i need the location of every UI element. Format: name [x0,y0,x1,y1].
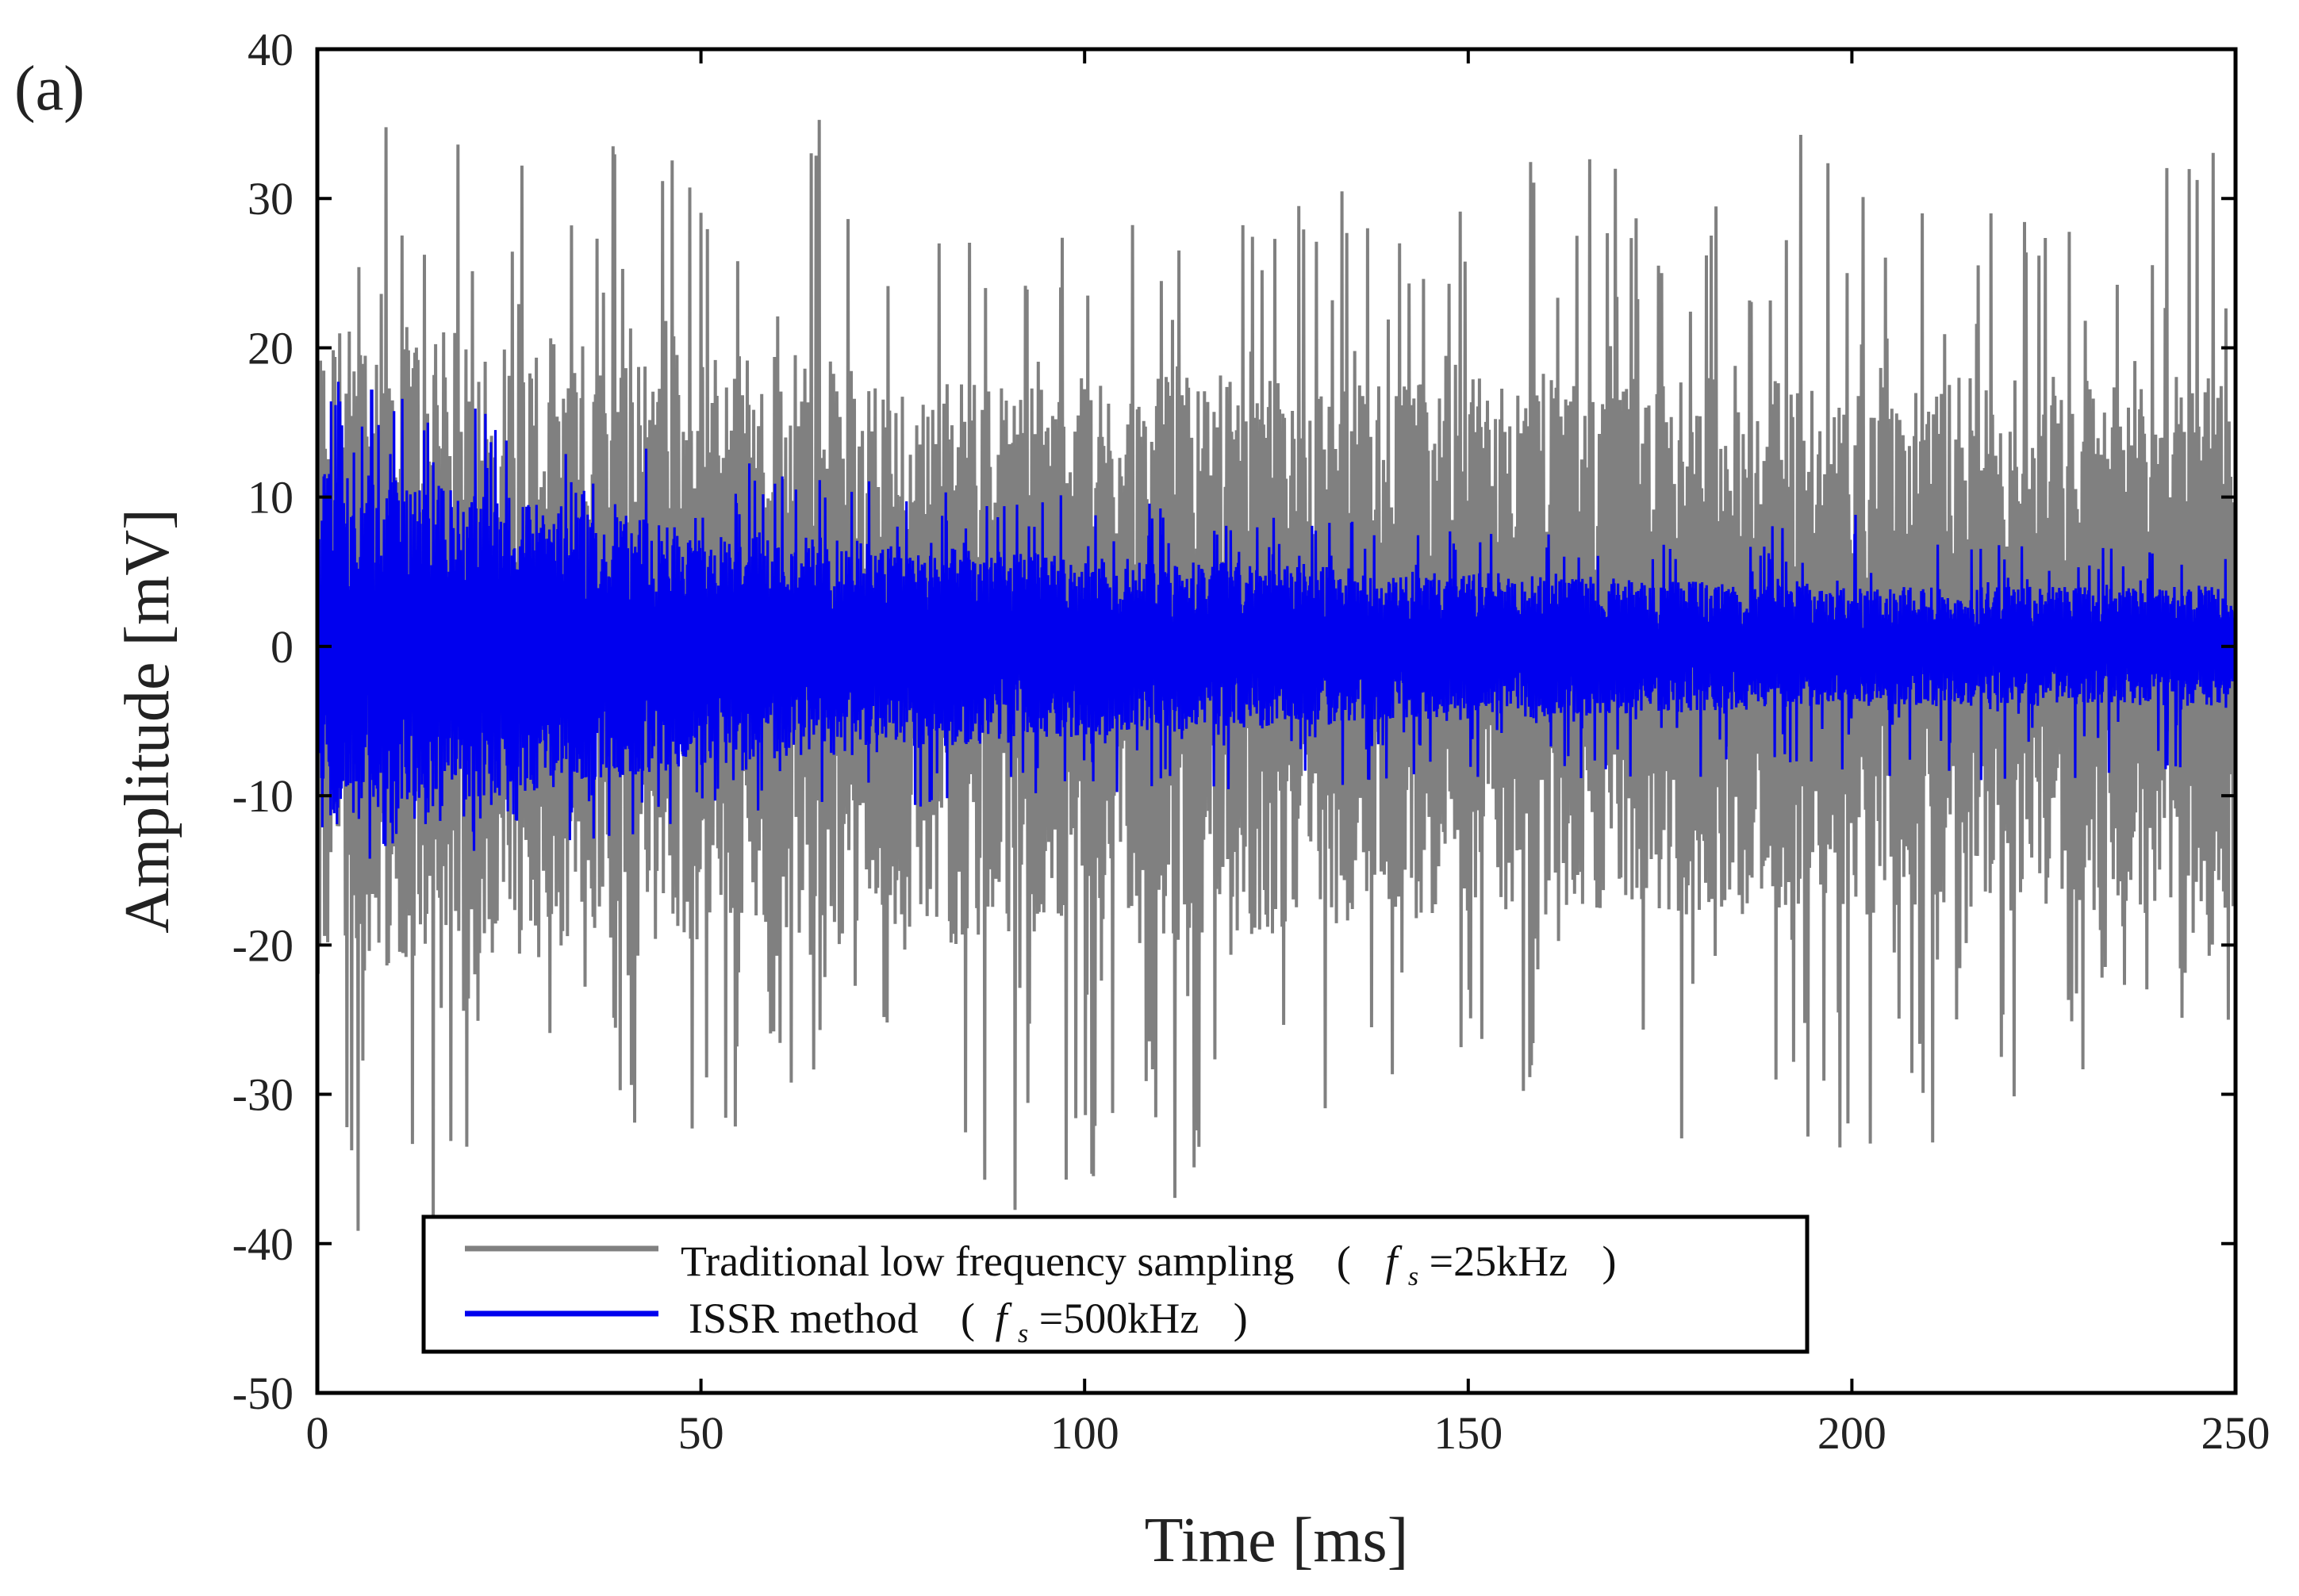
x-tick-label: 250 [2201,1407,2270,1459]
legend-paren-close: ) [1234,1295,1248,1342]
legend-label-traditional: Traditional low frequency sampling ( f s… [681,1237,1617,1295]
x-axis-title: Time [ms] [1145,1506,1409,1575]
y-tick-label: 0 [271,621,294,673]
series-traditional-low-frequency [317,120,2236,1231]
legend-f-symbol: f [1385,1237,1403,1285]
x-tick-label: 50 [678,1407,724,1459]
legend-paren-open: ( [961,1295,975,1342]
y-tick-label: -10 [232,770,294,822]
legend-label-issr-name: ISSR method [689,1295,919,1342]
series-line [317,120,2236,1231]
y-tick-label: -50 [232,1368,294,1419]
plot-area-frame [315,47,2238,1395]
y-tick-label: 10 [248,472,294,524]
legend-label-traditional-name: Traditional low frequency sampling [681,1237,1294,1285]
legend-f-symbol: f [996,1295,1013,1342]
panel-label: (a) [14,54,85,124]
y-tick-label: -30 [232,1069,294,1121]
x-tick-label: 150 [1434,1407,1503,1459]
legend: Traditional low frequency sampling ( f s… [421,1214,1810,1354]
series-issr-method [317,382,2236,859]
y-axis: 40 30 20 10 0 -10 -20 -30 -40 -50 [232,24,2236,1419]
legend-f-subscript: s [1408,1262,1418,1291]
y-tick-label: 30 [248,173,294,224]
y-tick-label: 20 [248,322,294,374]
x-tick-label: 100 [1050,1407,1119,1459]
x-tick-label: 0 [306,1407,329,1459]
x-axis: 0 50 100 150 200 250 [306,49,2270,1459]
legend-box [421,1214,1810,1354]
y-tick-label: 40 [248,24,294,75]
legend-rate-value: =500kHz [1039,1295,1199,1342]
legend-paren-open: ( [1337,1237,1351,1285]
y-tick-label: -40 [232,1218,294,1270]
x-tick-label: 200 [1817,1407,1886,1459]
y-axis-title: Amplitude [mV] [113,508,182,933]
legend-rate-value: =25kHz [1430,1237,1568,1285]
series-line [317,382,2236,859]
legend-label-issr: ISSR method ( f s =500kHz ) [689,1295,1248,1352]
legend-f-subscript: s [1018,1319,1028,1349]
legend-paren-close: ) [1602,1237,1617,1285]
y-tick-label: -20 [232,919,294,971]
